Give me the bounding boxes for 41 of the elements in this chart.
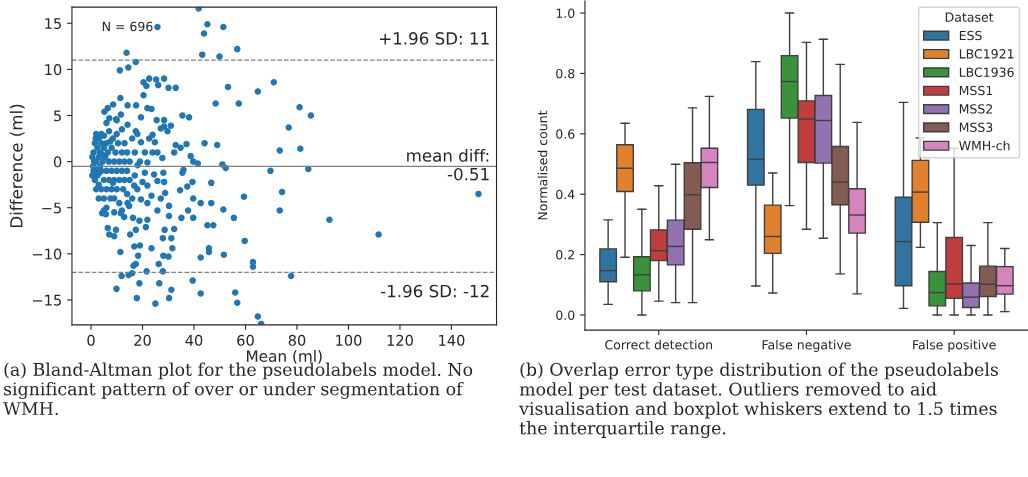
- x-tick-label: 0: [87, 334, 95, 346]
- y-tick-label: −15: [33, 294, 61, 306]
- legend-label: ESS: [959, 30, 982, 41]
- y-tick-label: 0: [53, 156, 62, 168]
- x-tick-label: 20: [134, 334, 151, 346]
- legend-title: Dataset: [945, 12, 994, 22]
- x-tick-label: 60: [237, 334, 254, 346]
- ref-line-label: mean diff: -0.51: [407, 148, 489, 181]
- x-tick-label: 40: [185, 334, 203, 346]
- ref-line-label: -1.96 SD: -12: [381, 284, 489, 298]
- x-tick-label: False positive: [913, 339, 996, 352]
- x-tick-label: Correct detection: [605, 339, 713, 350]
- legend-label: LBC1921: [959, 49, 1014, 59]
- x-tick-label: False negative: [762, 339, 851, 352]
- y-axis-title: Normalised count: [537, 110, 548, 220]
- y-tick-label: 1.0: [556, 8, 575, 18]
- text: (a) Bland-Altman plot for the pseudolabels model. No significant pattern of over or under segmentation of WMH.: [3, 362, 473, 416]
- y-tick-label: 15: [45, 18, 61, 30]
- annotation: N = 696: [102, 21, 153, 32]
- y-tick-label: 10: [45, 64, 62, 76]
- y-tick-label: 0.6: [556, 129, 575, 139]
- x-axis-title: Mean (ml): [246, 350, 322, 364]
- y-axis-title: Difference (ml): [9, 104, 25, 228]
- y-tick-label: −10: [33, 248, 62, 260]
- y-tick-label: −5: [42, 202, 61, 214]
- ref-line-label: +1.96 SD: 11: [380, 32, 489, 45]
- x-tick-label: 100: [336, 334, 362, 346]
- x-tick-label: 120: [387, 334, 413, 346]
- text: (b) Overlap error type distribution of the pseudolabels model per test dataset. Outliers removed to aid visualisation and boxplot whiskers extend to 1.5 times the interquartile range.: [519, 362, 998, 439]
- legend-label: MSS3: [959, 122, 993, 132]
- legend-label: MSS1: [959, 85, 993, 96]
- y-tick-label: 0.2: [556, 250, 574, 260]
- y-tick-label: 0.0: [556, 310, 575, 320]
- legend-label: WMH-ch: [959, 140, 1010, 151]
- legend-label: LBC1936: [959, 67, 1014, 77]
- x-tick-label: 80: [288, 334, 306, 346]
- y-tick-label: 0.4: [556, 189, 575, 200]
- y-tick-label: 0.8: [556, 68, 575, 79]
- legend-label: MSS2: [959, 104, 993, 114]
- x-tick-label: 140: [439, 334, 465, 346]
- y-tick-label: 5: [54, 110, 61, 122]
